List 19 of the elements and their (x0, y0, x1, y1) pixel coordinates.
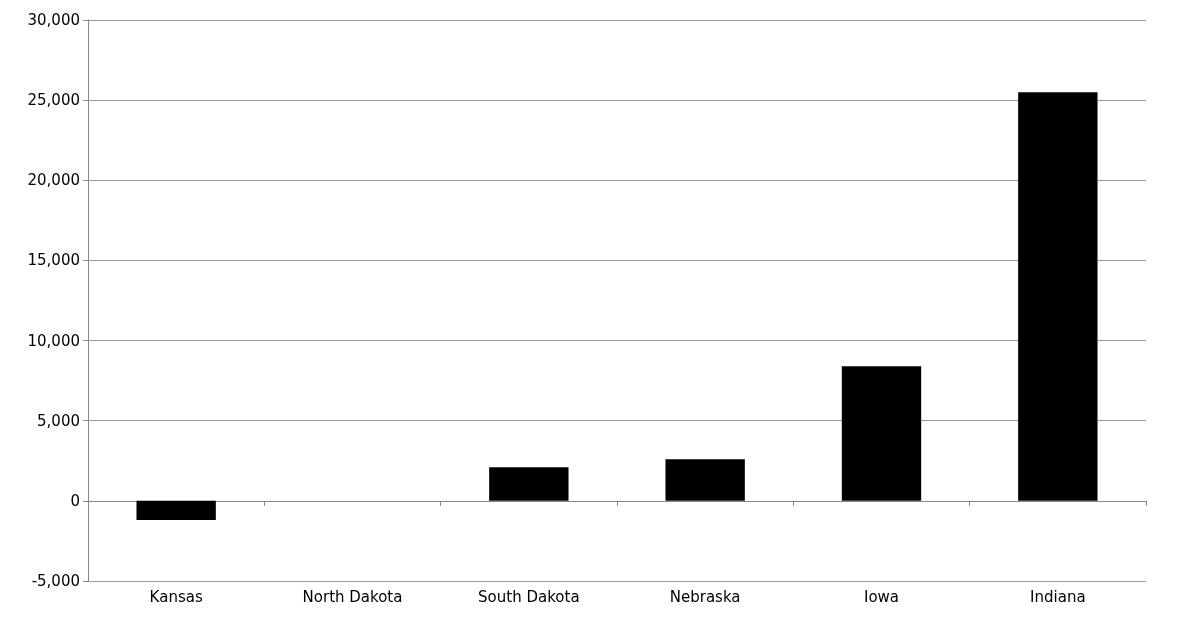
x-tick-label: North Dakota (302, 587, 403, 606)
y-tick-label: 0 (70, 491, 80, 510)
x-tick-label: Indiana (1030, 587, 1086, 606)
x-tick-label: Nebraska (669, 587, 741, 606)
y-tick-label: 15,000 (27, 251, 80, 270)
bar (841, 366, 922, 501)
x-tick-label: Iowa (863, 587, 900, 606)
x-tick-label: South Dakota (478, 587, 580, 606)
bar (1018, 92, 1098, 501)
y-tick-label: 20,000 (27, 171, 80, 190)
bar (489, 467, 569, 501)
bar (136, 500, 216, 521)
y-tick-label: 10,000 (27, 331, 80, 350)
y-tick-label: 5,000 (37, 411, 80, 430)
y-tick-label: 30,000 (27, 11, 80, 29)
y-tick-label: 25,000 (27, 91, 80, 110)
x-tick-label: Kansas (149, 587, 203, 606)
bar (665, 459, 745, 501)
y-tick-label: -5,000 (31, 572, 80, 590)
